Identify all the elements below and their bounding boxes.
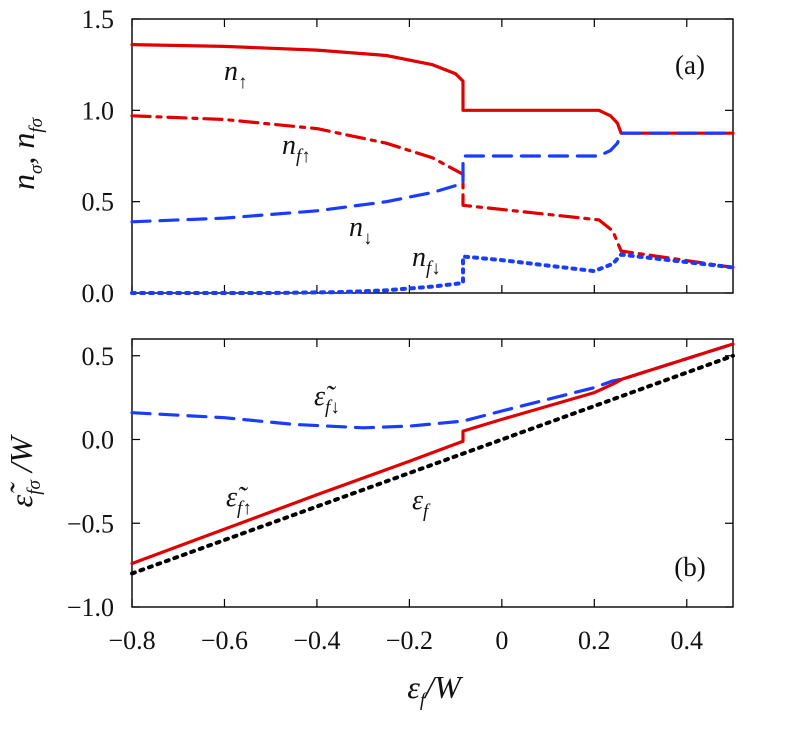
series-line-b-0	[130, 342, 735, 430]
x-tick-label: −0.8	[108, 626, 155, 655]
x-tick-label: −0.6	[201, 626, 248, 655]
panel-a: 0.0 0.5 1.0 1.5 n↑ nf↑ n↓ nf↓ (a)	[82, 5, 735, 308]
series-label: ε̃f↑	[226, 482, 252, 519]
series-line-a-2	[130, 131, 735, 224]
y-tick-label: 0.0	[82, 426, 115, 455]
series-line-a-1	[130, 114, 735, 269]
series-label: n↑	[224, 56, 248, 93]
x-axis-label: εf/W	[407, 669, 464, 711]
y-tick-label: 0.0	[82, 279, 115, 308]
series-label: n↓	[349, 212, 373, 249]
y-tick-label: 1.5	[82, 5, 115, 34]
series-line-b-1	[130, 342, 735, 566]
series-label: εf	[412, 485, 431, 522]
panel-label: (b)	[674, 552, 705, 582]
x-tick-label: −0.4	[293, 626, 340, 655]
plot-frame	[131, 18, 734, 294]
panel-b: −0.8 −0.6 −0.4 −0.2 0 0.2 0.4 −1.0 −0.5 0.0 0.5 ε̃f…	[67, 338, 735, 655]
y-tick-label: 0.5	[82, 342, 115, 371]
series-label: ε̃f↓	[314, 381, 340, 418]
y-tick-label: 1.0	[82, 96, 115, 125]
series-label: nf↓	[412, 242, 441, 279]
series-line-a-0	[130, 42, 735, 135]
y-axis-label-a: nσ, nfσ	[5, 117, 47, 190]
series-line-a-3	[130, 252, 735, 295]
chart-group: 0.00.51.01.5n↑nf↑n↓nf↓(a)−0.8 −0.6 −0.4 −0.…	[3, 5, 735, 711]
panel-label: (a)	[675, 50, 705, 80]
x-tick-label: 0.4	[671, 626, 704, 655]
x-tick-label: −0.2	[386, 626, 433, 655]
y-tick-label: 0.5	[82, 188, 115, 217]
y-tick-label: −0.5	[67, 509, 114, 538]
y-axis-label-b: ε̃fσ /W	[3, 433, 45, 507]
plot-frame	[131, 338, 734, 608]
y-tick-label: −1.0	[67, 593, 114, 622]
series-line-b-2	[130, 353, 735, 576]
x-tick-label: 0	[495, 626, 508, 655]
x-tick-label: 0.2	[578, 626, 611, 655]
series-label: nf↑	[282, 130, 311, 167]
